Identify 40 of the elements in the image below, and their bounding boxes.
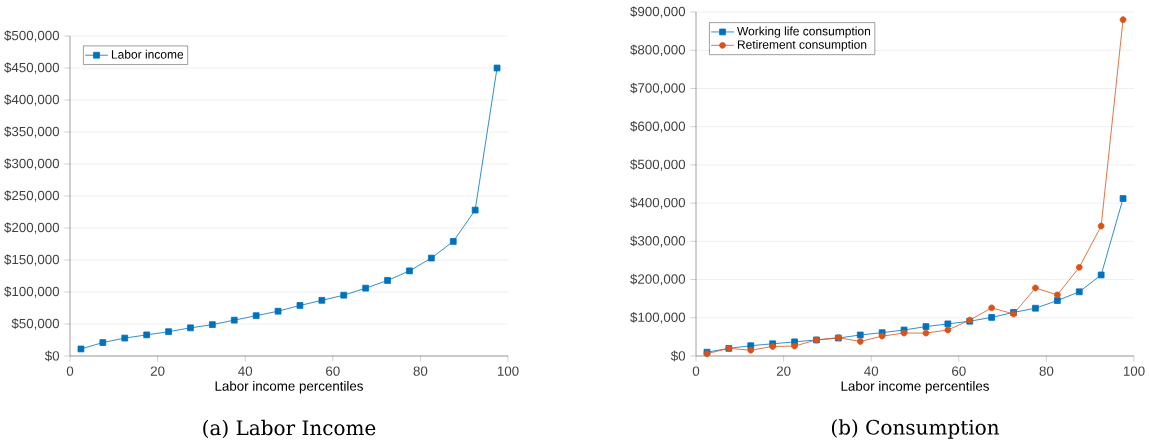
y-tick-label: $50,000 xyxy=(11,318,60,330)
y-tick-label: $600,000 xyxy=(630,120,686,133)
x-axis-title: Labor income percentiles xyxy=(841,381,989,394)
x-tick-label: 80 xyxy=(413,366,428,376)
text: (b) Consumption xyxy=(831,419,1000,439)
y-tick-label: $150,000 xyxy=(4,254,60,266)
x-tick-label: 60 xyxy=(952,366,966,376)
y-tick-label: $100,000 xyxy=(4,286,60,298)
x-tick-label: 60 xyxy=(326,366,340,376)
y-tick-label: $350,000 xyxy=(4,126,60,138)
text: (a) Labor Income xyxy=(203,419,376,439)
y-tick-label: $800,000 xyxy=(630,44,686,57)
x-tick-label: 0 xyxy=(66,366,74,376)
y-tick-label: $450,000 xyxy=(4,62,60,74)
x-tick-label: 100 xyxy=(1123,366,1145,376)
y-tick-label: $500,000 xyxy=(4,30,60,42)
x-axis-title: Labor income percentiles xyxy=(215,381,363,394)
y-tick-label: $100,000 xyxy=(630,311,686,324)
y-tick-label: $500,000 xyxy=(630,159,686,171)
legend-label: Working life consumption xyxy=(737,26,871,38)
y-tick-label: $0 xyxy=(44,350,60,362)
y-tick-label: $250,000 xyxy=(4,190,60,202)
x-tick-label: 100 xyxy=(497,366,519,376)
y-tick-label: $300,000 xyxy=(630,235,686,248)
y-tick-label: $200,000 xyxy=(4,222,60,234)
x-tick-label: 80 xyxy=(1039,366,1054,376)
legend-label: Retirement consumption xyxy=(737,39,867,52)
x-tick-label: 40 xyxy=(864,366,879,376)
x-tick-label: 40 xyxy=(238,366,253,376)
y-tick-label: $700,000 xyxy=(630,82,686,95)
y-tick-label: $900,000 xyxy=(630,6,686,18)
y-tick-label: $400,000 xyxy=(630,197,686,209)
y-tick-label: $400,000 xyxy=(4,94,60,106)
y-tick-label: $200,000 xyxy=(630,273,686,286)
y-tick-label: $300,000 xyxy=(4,158,60,170)
x-tick-label: 0 xyxy=(692,366,700,376)
y-tick-label: $0 xyxy=(670,350,686,362)
x-tick-label: 20 xyxy=(776,366,791,376)
legend-label: Labor income xyxy=(111,49,184,59)
x-tick-label: 20 xyxy=(150,366,165,376)
